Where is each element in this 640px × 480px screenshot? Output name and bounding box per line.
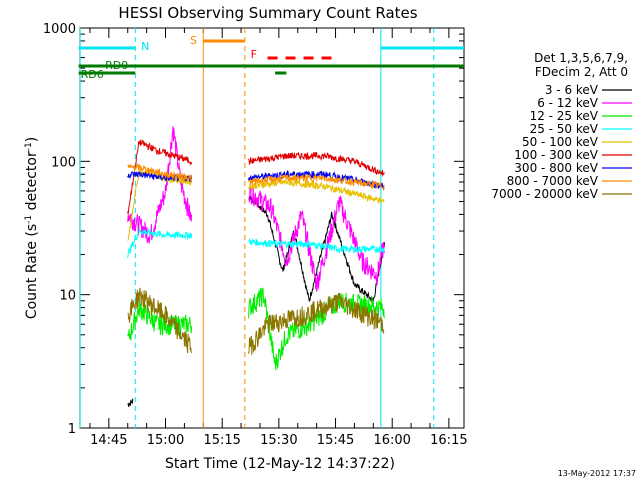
y-label-mid: detector (24, 151, 40, 215)
x-tick-label: 15:45 (317, 433, 354, 448)
series-line-8-part-1 (248, 292, 385, 355)
x-tick-label: 16:00 (373, 433, 410, 448)
series-line-3-part-0 (127, 227, 193, 258)
flag-label-n: N (141, 40, 149, 53)
legend-header-1: Det 1,3,5,6,7,9, (534, 51, 628, 65)
legend-label: 12 - 25 keV (530, 109, 599, 123)
y-label-sup2: -1 (24, 142, 34, 151)
series-line-3-part-1 (248, 238, 385, 255)
series-line-8-part-0 (127, 287, 193, 354)
legend-label: 25 - 50 keV (530, 122, 599, 136)
series-line-5-part-0 (127, 139, 193, 215)
series-line-0-part-1 (248, 196, 386, 302)
series-line-7-part-1 (248, 173, 385, 190)
legend-label: 7000 - 20000 keV (491, 187, 598, 201)
y-label-main: Count Rate (s (24, 224, 40, 319)
y-tick-label: 1000 (43, 22, 76, 37)
x-tick-label: 15:15 (203, 433, 240, 448)
legend: Det 1,3,5,6,7,9, FDecim 2, Att 0 3 - 6 k… (491, 51, 632, 201)
chart-title: HESSI Observing Summary Count Rates (118, 4, 417, 22)
series-line-1-part-0 (127, 126, 193, 244)
series-line-6-part-1 (248, 170, 385, 191)
x-tick-label: 15:00 (147, 433, 184, 448)
y-axis: 1 10 100 1000 (43, 22, 464, 437)
x-tick-label: 16:15 (430, 433, 467, 448)
y-axis-label: Count Rate (s-1 detector-1) (24, 137, 40, 319)
legend-label: 50 - 100 keV (522, 135, 599, 149)
footer-date: 13-May-2012 17:37 (558, 469, 636, 478)
flag-label-rd6: RD6 (81, 68, 104, 81)
series-line-2-part-0 (127, 299, 193, 341)
flag-label-s: S (190, 34, 197, 47)
y-tick-label: 1 (68, 422, 76, 437)
legend-header-2: FDecim 2, Att 0 (535, 65, 628, 79)
flag-label-f: F (251, 48, 257, 61)
x-tick-label: 14:45 (90, 433, 127, 448)
y-tick-label: 100 (51, 155, 76, 170)
x-axis: 14:45 15:00 15:15 15:30 15:45 16:00 16:15 (89, 28, 468, 448)
legend-label: 800 - 7000 keV (507, 174, 599, 188)
series-line-1-part-1 (248, 184, 385, 292)
y-label-sup1: -1 (24, 215, 34, 224)
data-series (127, 126, 386, 407)
series-line-5-part-1 (248, 151, 385, 177)
y-tick-label: 10 (59, 289, 76, 304)
y-label-end: ) (24, 137, 40, 142)
series-line-7-part-0 (127, 163, 193, 181)
legend-label: 300 - 800 keV (514, 161, 598, 175)
legend-label: 3 - 6 keV (545, 83, 599, 97)
legend-label: 6 - 12 keV (537, 96, 599, 110)
x-tick-label: 15:30 (260, 433, 297, 448)
legend-label: 100 - 300 keV (514, 148, 598, 162)
series-line-2-part-1 (248, 287, 385, 371)
x-axis-label: Start Time (12-May-12 14:37:22) (165, 456, 395, 472)
series-line-0-part-0 (127, 398, 134, 407)
flag-label-rd0: RD0 (105, 59, 128, 72)
